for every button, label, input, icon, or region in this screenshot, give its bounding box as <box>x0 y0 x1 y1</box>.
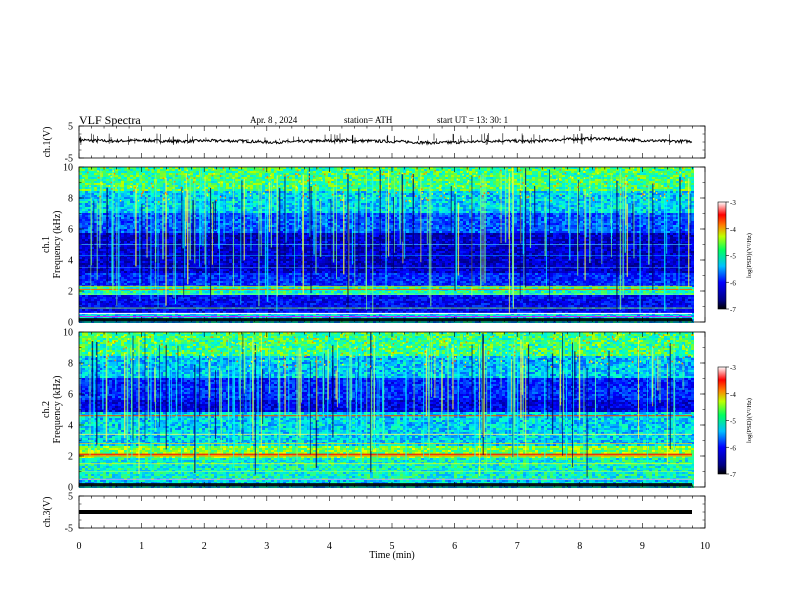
x-tick-label: 0 <box>77 541 82 552</box>
ch1-colorbar-tick-label: -3 <box>730 199 736 207</box>
ch1-frequency-ylabel-channel: ch.1 <box>41 236 52 253</box>
ch1-frequency-ylabel: Frequency (kHz) <box>52 210 63 278</box>
ch1-waveform-ylabel: ch.1(V) <box>42 127 53 158</box>
ch2-colorbar <box>718 367 726 474</box>
x-tick-label: 7 <box>515 541 520 552</box>
ch1-frequency-y-tick-label: 2 <box>68 287 73 298</box>
ch2-frequency-y-tick-label: 2 <box>68 452 73 463</box>
x-tick-label: 8 <box>577 541 582 552</box>
ch1-colorbar-tick-label: -6 <box>730 279 736 287</box>
ch2-spectrogram-image <box>79 332 694 488</box>
ch2-colorbar-tick-label: -7 <box>730 471 736 479</box>
ch2-frequency-y-tick-label: 4 <box>68 421 73 432</box>
x-tick-label: 9 <box>640 541 645 552</box>
ch2-colorbar-tick-label: -6 <box>730 444 736 452</box>
ch2-frequency-y-tick-label: 10 <box>63 328 73 339</box>
ch2-frequency-y-tick-label: 6 <box>68 390 73 401</box>
ch1-waveform-line <box>79 137 692 144</box>
ch1-frequency-y-tick-label: 8 <box>68 194 73 205</box>
ch1-colorbar-tick-label: -5 <box>730 253 736 261</box>
x-axis-label: Time (min) <box>369 550 414 561</box>
ch1-spectrogram-image <box>79 167 694 323</box>
x-tick-label: 4 <box>327 541 332 552</box>
ch1-colorbar-tick-label: -4 <box>730 226 736 234</box>
x-tick-label: 10 <box>700 541 710 552</box>
x-tick-label: 6 <box>452 541 457 552</box>
ch2-colorbar-label: log(PSD)(V²/Hz) <box>746 398 753 443</box>
ch1-frequency-y-tick-label: 4 <box>68 256 73 267</box>
ch2-colorbar-tick-label: -4 <box>730 391 736 399</box>
x-tick-label: 1 <box>139 541 144 552</box>
x-tick-label: 2 <box>202 541 207 552</box>
ch1-colorbar-label: log(PSD)(V²/Hz) <box>746 233 753 278</box>
ch1-frequency-y-tick-label: 6 <box>68 225 73 236</box>
ch2-frequency-ylabel: Frequency (kHz) <box>52 375 63 443</box>
ch1-colorbar-tick-label: -7 <box>730 306 736 314</box>
ch1-colorbar <box>718 202 726 309</box>
x-tick-label: 3 <box>264 541 269 552</box>
ch1-frequency-y-tick-label: 10 <box>63 163 73 174</box>
ch2-colorbar-tick-label: -3 <box>730 364 736 372</box>
ch3-waveform-ylabel: ch.3(V) <box>42 497 53 528</box>
ch2-frequency-ylabel-channel: ch.2 <box>41 401 52 418</box>
ch1-waveform-y-tick-label: 5 <box>68 122 73 133</box>
ch2-frequency-y-tick-label: 8 <box>68 359 73 370</box>
ch3-waveform-y-tick-label: 5 <box>68 492 73 503</box>
ch3-waveform-line <box>79 510 692 514</box>
ch3-waveform-y-tick-label: -5 <box>65 524 73 535</box>
ch2-colorbar-tick-label: -5 <box>730 418 736 426</box>
